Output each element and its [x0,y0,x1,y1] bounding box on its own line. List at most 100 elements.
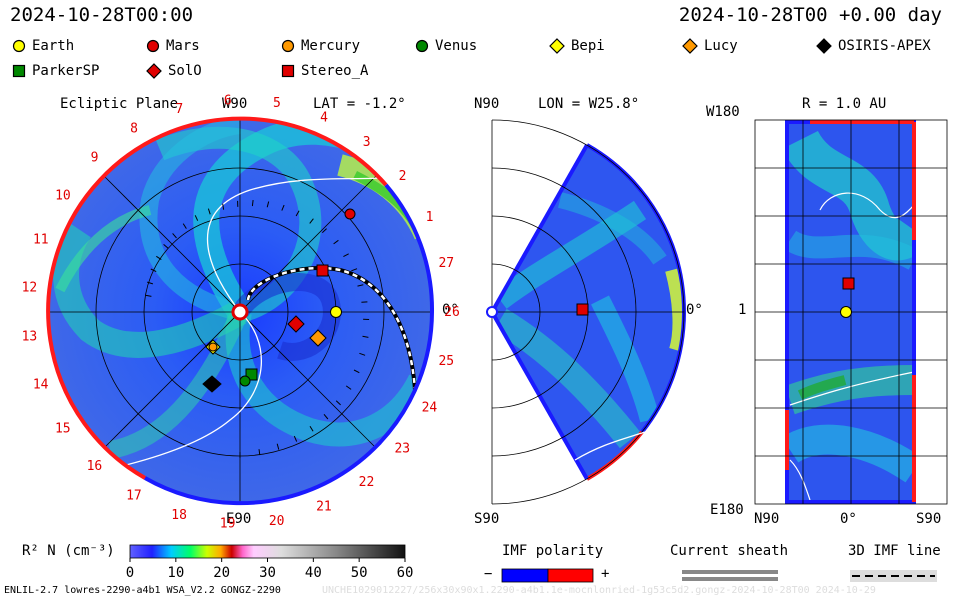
diamond-marker-icon [816,38,832,54]
rotation-number-label: 7 [175,102,183,117]
colorbar-tick-label: 50 [351,565,368,581]
footer-right: UNCHE1029012227/256x30x90x1.2290-a4b1.1e… [322,585,876,596]
circle-marker-icon [281,39,295,53]
spiral-tick [343,253,349,258]
legend-label: Mercury [301,38,361,54]
spiral-ticks [145,200,370,458]
rotation-number-label: 13 [22,330,38,345]
colorbar-tick-label: 10 [167,565,184,581]
imf-polarity-bar [501,568,594,583]
rotation-number-label: 18 [171,508,187,523]
legend-parkersp: ParkerSP [12,63,99,79]
mercury-marker [208,342,218,352]
mars-marker [344,208,356,220]
spiral-tick [293,435,298,442]
spiral-tick [266,201,270,208]
rotation-number-label: 6 [224,93,232,108]
legend-label: OSIRIS-APEX [838,38,931,54]
rotation-number-label: 4 [320,110,328,125]
imf-plus-label: + [601,566,610,582]
spiral-tick [357,284,364,287]
rotation-number-label: 11 [33,232,49,247]
spiral-tick [362,335,369,338]
spiral-tick [156,255,162,261]
ecliptic-title: Ecliptic Plane [60,96,179,112]
spiral-tick [222,203,225,210]
circle-marker-icon [12,39,26,53]
polarity-ring [46,116,435,506]
spiral-tick [323,413,329,420]
meridional-top-label: N90 [474,96,500,112]
imf-line-title: 3D IMF line [848,543,941,559]
meridional-bottom-label: S90 [474,511,500,527]
spiral-tick [321,228,327,234]
spiral-tick [251,200,254,207]
legend-earth: Earth [12,38,74,54]
legend-label: Bepi [571,38,605,54]
venus-marker [239,375,251,387]
radial-x-label: N90 [754,511,780,527]
rotation-number-label: 21 [316,500,332,515]
imf-3d-line [246,266,417,391]
legend-label: ParkerSP [32,63,100,79]
rotation-number-label: 22 [359,475,375,490]
spiral-tick [172,233,177,239]
colorbar-tick-label: 20 [213,565,230,581]
spiral-tick [258,449,261,456]
spiral-tick [309,218,314,224]
ecliptic-bottom-label: E90 [226,511,252,527]
lucy-marker [309,329,327,347]
radial-imf-lines [789,192,915,501]
legend-bepi: Bepi [549,38,605,54]
colorbar-tick-label: 40 [305,565,322,581]
imf-minus-label: − [484,566,493,582]
current-sheath-sample [682,570,778,581]
colorbar-tick-label: 60 [397,565,414,581]
spiral-tick [345,385,352,390]
circle-marker-icon [146,39,160,53]
radial-earth [840,306,852,318]
diamond-marker-icon [549,38,565,54]
footer-left: ENLIL-2.7 lowres-2290-a4b1 WSA_V2.2 GONG… [4,585,281,596]
meridional-stereo-a [576,303,589,316]
spiral-tick [163,244,169,249]
rotation-number-label: 23 [394,441,410,456]
diamond-marker-icon [682,38,698,54]
rotation-number-label: 27 [438,256,454,271]
legend-lucy: Lucy [682,38,738,54]
rotation-number-label: 8 [130,121,138,136]
ecliptic-top-label: W90 [222,96,248,112]
earth-marker [330,306,342,318]
spiral-tick [276,443,280,450]
meridional-lon-label: LON = W25.8° [538,96,640,112]
meridional-imf-line [574,431,646,461]
spiral-tick [351,268,358,272]
rotation-number-label: 26 [444,305,460,320]
rotation-number-label: 12 [22,280,38,295]
rotation-number-label: 16 [87,459,103,474]
legend-label: Venus [435,38,478,54]
parkersp-marker [245,368,258,381]
rotation-number-label: 15 [55,421,71,436]
radial-title: R = 1.0 AU [802,96,887,112]
rotation-number-label: 5 [273,96,281,111]
current-sheath-title: Current sheath [670,543,789,559]
colorbar-label: R² N (cm⁻³) [22,543,115,559]
circle-marker-icon [415,39,429,53]
rotation-number-label: 9 [91,151,99,166]
legend-stereo-a: Stereo_A [281,63,368,79]
right-timestamp: 2024-10-28T00 +0.00 day [678,4,942,26]
rotation-number-label: 25 [438,354,454,369]
rotation-number-label: 24 [422,400,438,415]
colorbar: 0 10 20 30 40 50 60 [126,544,414,581]
spiral-tick [150,268,157,273]
radial-bottom-label: E180 [710,502,744,518]
polarity-positive [547,568,594,583]
colorbar-tick-label: 30 [259,565,276,581]
rotation-number-label: 10 [55,188,71,203]
spiral-tick [207,208,211,215]
meridional-right-label: 0° [686,302,703,318]
